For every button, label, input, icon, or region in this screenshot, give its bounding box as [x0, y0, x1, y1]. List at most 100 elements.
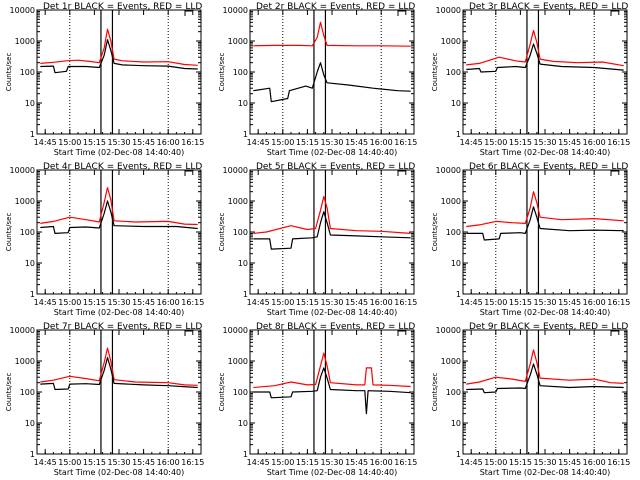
- x-axis-label: Start Time (02-Dec-08 14:40:40): [480, 148, 611, 157]
- panel-title: Det 1r BLACK = Events, RED = LLD: [43, 2, 202, 12]
- panel-title: Det 7r BLACK = Events, RED = LLD: [43, 322, 202, 332]
- x-tick-label: 16:00: [370, 298, 393, 307]
- detector-panel-3: Det 3r BLACK = Events, RED = LLD 1 10 100 10…: [431, 2, 630, 157]
- y-tick-label: 10: [451, 259, 461, 268]
- y-tick-label: 100: [233, 228, 248, 237]
- detector-panel-5: Det 5r BLACK = Events, RED = LLD 1 10 100 10…: [218, 162, 417, 317]
- x-tick-label: 15:45: [345, 298, 368, 307]
- x-axis-label: Start Time (02-Dec-08 14:40:40): [267, 468, 398, 477]
- x-axis-label: Start Time (02-Dec-08 14:40:40): [267, 308, 398, 317]
- y-tick-label: 100: [446, 228, 461, 237]
- events-series-line: [466, 206, 624, 241]
- x-tick-label: 15:45: [132, 298, 155, 307]
- y-tick-label: 10: [238, 419, 248, 428]
- x-tick-label: 15:30: [320, 458, 343, 467]
- y-tick-label: 10: [25, 419, 35, 428]
- events-series-line: [253, 367, 411, 415]
- x-axis-label: Start Time (02-Dec-08 14:40:40): [480, 468, 611, 477]
- x-tick-label: 15:00: [484, 298, 507, 307]
- x-tick-label: 14:45: [247, 458, 270, 467]
- plot-frame: [249, 9, 415, 135]
- y-tick-label: 1: [243, 290, 248, 299]
- x-axis-label: Start Time (02-Dec-08 14:40:40): [54, 148, 185, 157]
- y-axis-label: Counts/sec: [218, 373, 226, 412]
- panel-title: Det 5r BLACK = Events, RED = LLD: [256, 162, 415, 172]
- x-tick-label: 15:15: [509, 458, 532, 467]
- x-tick-label: 15:30: [107, 458, 130, 467]
- lld-series-line: [253, 21, 411, 47]
- y-tick-label: 1: [243, 130, 248, 139]
- x-tick-label: 15:00: [58, 138, 81, 147]
- x-tick-label: 16:15: [607, 458, 630, 467]
- x-tick-label: 16:00: [583, 458, 606, 467]
- x-tick-label: 15:15: [296, 458, 319, 467]
- x-tick-label: 15:15: [83, 458, 106, 467]
- events-series-line: [40, 39, 198, 74]
- x-tick-label: 16:15: [394, 298, 417, 307]
- corner-mark: [610, 330, 619, 336]
- x-tick-label: 15:30: [320, 298, 343, 307]
- x-tick-label: 15:15: [83, 298, 106, 307]
- detector-panel-7: Det 7r BLACK = Events, RED = LLD 1 10 100 10…: [5, 322, 204, 477]
- x-tick-label: 15:45: [132, 138, 155, 147]
- corner-mark: [184, 10, 193, 16]
- y-tick-label: 1: [243, 450, 248, 459]
- x-tick-label: 16:15: [181, 298, 204, 307]
- x-tick-label: 15:00: [271, 298, 294, 307]
- x-tick-label: 16:00: [583, 138, 606, 147]
- x-tick-label: 15:00: [484, 458, 507, 467]
- x-tick-label: 14:45: [460, 138, 483, 147]
- x-tick-label: 16:00: [157, 298, 180, 307]
- x-tick-label: 15:00: [58, 458, 81, 467]
- corner-mark: [397, 10, 406, 16]
- y-axis-label: Counts/sec: [431, 373, 439, 412]
- x-tick-label: 15:45: [345, 458, 368, 467]
- lld-series-line: [466, 349, 624, 385]
- detector-panel-8: Det 8r BLACK = Events, RED = LLD 1 10 100 10…: [218, 322, 417, 477]
- y-axis-label: Counts/sec: [431, 53, 439, 92]
- events-series-line: [40, 200, 198, 234]
- y-axis-label: Counts/sec: [5, 213, 13, 252]
- corner-mark: [397, 170, 406, 176]
- lld-series-line: [40, 347, 198, 386]
- x-axis-label: Start Time (02-Dec-08 14:40:40): [267, 148, 398, 157]
- y-tick-label: 1: [30, 130, 35, 139]
- y-tick-label: 1: [456, 290, 461, 299]
- x-tick-label: 16:00: [583, 298, 606, 307]
- x-tick-label: 14:45: [34, 138, 57, 147]
- x-tick-label: 15:30: [533, 298, 556, 307]
- x-tick-label: 15:45: [558, 458, 581, 467]
- x-tick-label: 14:45: [460, 298, 483, 307]
- x-tick-label: 14:45: [247, 298, 270, 307]
- x-tick-label: 15:00: [271, 458, 294, 467]
- y-tick-label: 1000: [228, 357, 248, 366]
- x-tick-label: 15:00: [484, 138, 507, 147]
- x-tick-label: 16:15: [394, 138, 417, 147]
- plot-frame: [462, 169, 628, 295]
- y-tick-label: 100: [446, 388, 461, 397]
- y-tick-label: 1000: [441, 37, 461, 46]
- x-tick-label: 14:45: [247, 138, 270, 147]
- panel-title: Det 8r BLACK = Events, RED = LLD: [256, 322, 415, 332]
- lld-series-line: [466, 29, 624, 67]
- y-tick-label: 100: [20, 228, 35, 237]
- events-series-line: [253, 211, 411, 250]
- detector-panel-1: Det 1r BLACK = Events, RED = LLD 1 10 100 10…: [5, 2, 204, 157]
- y-tick-label: 1000: [15, 197, 35, 206]
- x-axis-label: Start Time (02-Dec-08 14:40:40): [54, 308, 185, 317]
- corner-mark: [184, 170, 193, 176]
- events-series-line: [466, 363, 624, 394]
- x-tick-label: 15:45: [132, 458, 155, 467]
- y-tick-label: 1000: [15, 37, 35, 46]
- y-tick-label: 10000: [223, 326, 248, 335]
- x-tick-label: 15:30: [320, 138, 343, 147]
- y-tick-label: 1000: [441, 357, 461, 366]
- panel-title: Det 2r BLACK = Events, RED = LLD: [256, 2, 415, 12]
- x-tick-label: 15:30: [533, 458, 556, 467]
- y-tick-label: 10000: [436, 166, 461, 175]
- x-tick-label: 15:45: [558, 138, 581, 147]
- y-axis-label: Counts/sec: [5, 373, 13, 412]
- x-tick-label: 15:15: [296, 298, 319, 307]
- x-tick-label: 15:45: [345, 138, 368, 147]
